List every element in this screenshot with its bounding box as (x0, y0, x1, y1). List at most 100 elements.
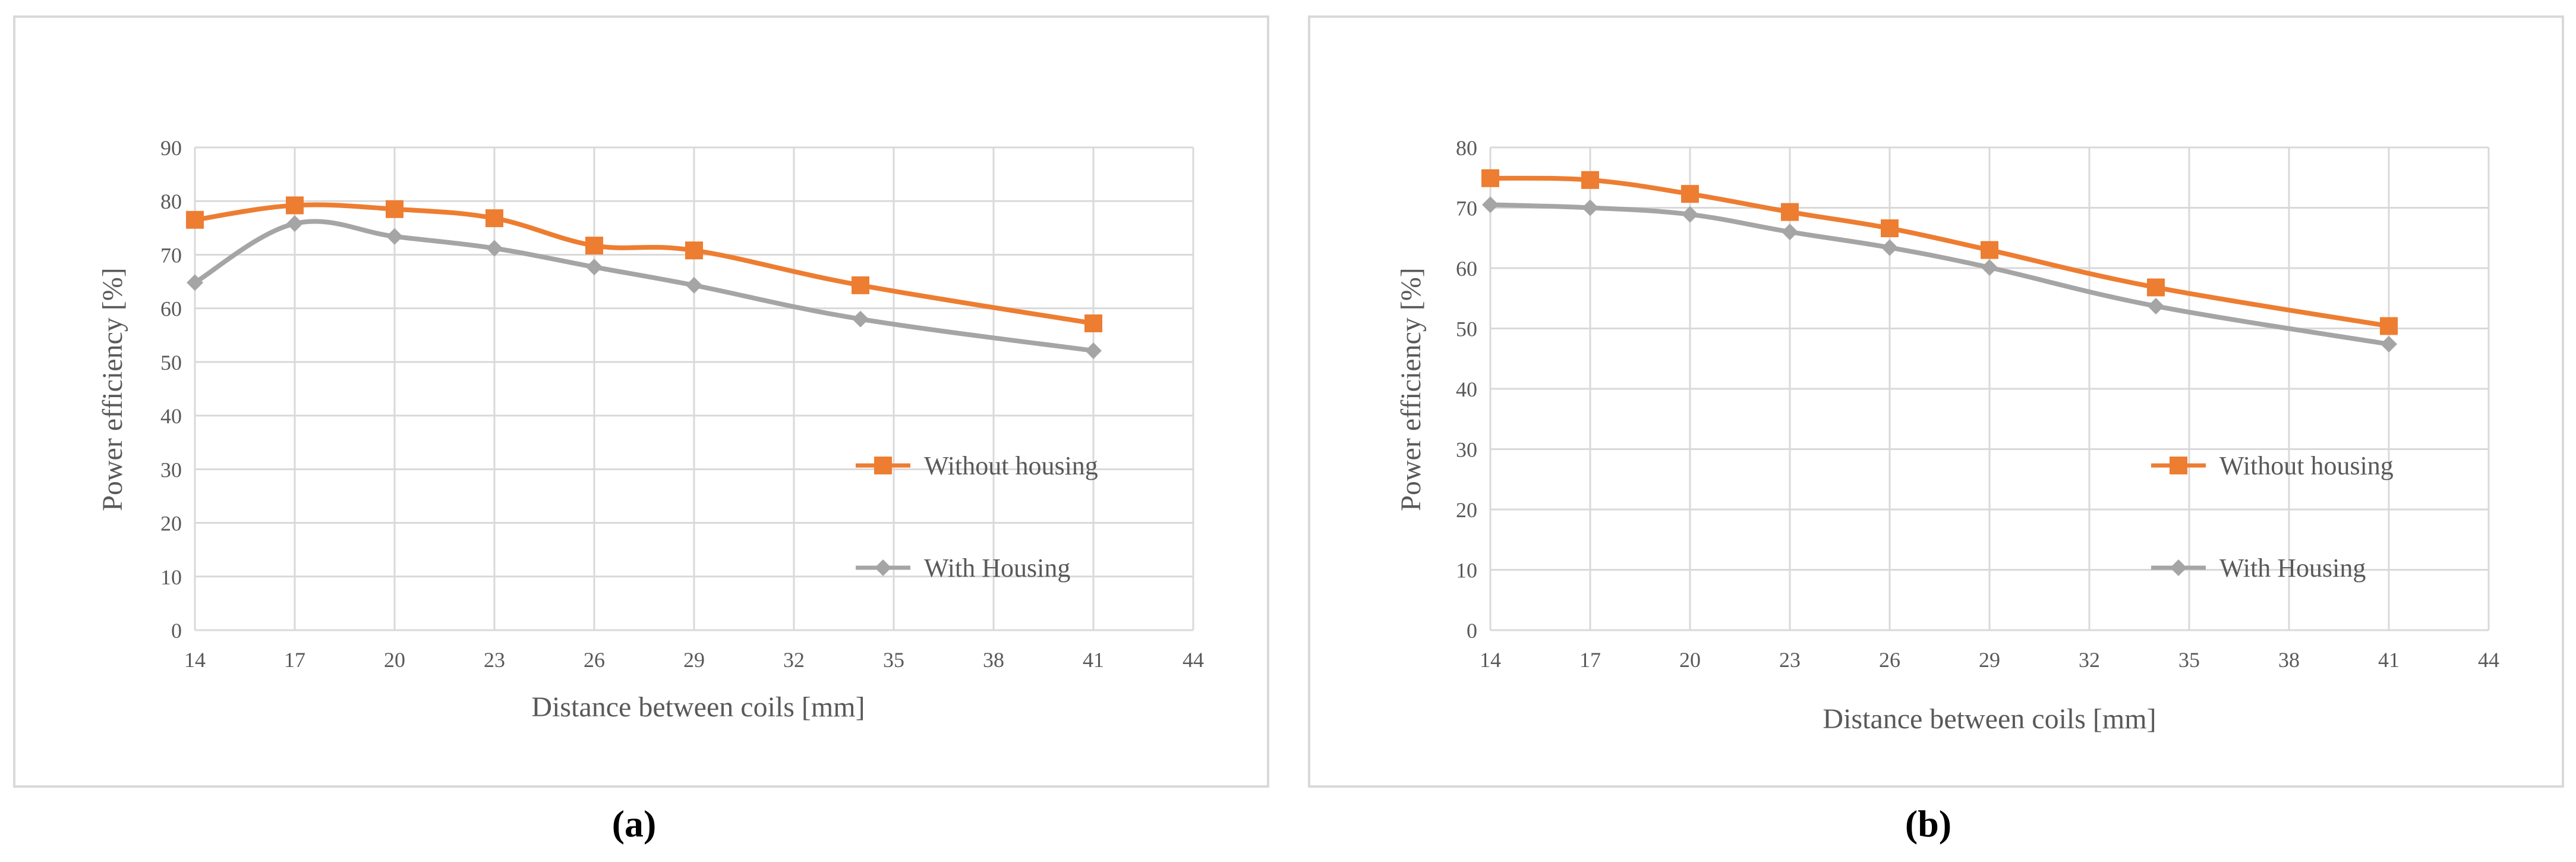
panel-a-point-with-housing-x17 (286, 215, 303, 232)
panel-b-legend-marker-without-housing (2170, 457, 2187, 474)
panel-a-legend-label-with-housing: With Housing (924, 553, 1070, 583)
panel-b-point-with-housing-x23 (1782, 224, 1798, 241)
panel-a-x-ticks: 14 17 20 23 26 29 32 35 38 41 44 (184, 648, 1204, 672)
panel-a-x-tick-label: 41 (1083, 648, 1104, 672)
panel-a-legend-label-without-housing: Without housing (924, 451, 1098, 480)
panel-a-series (186, 196, 1102, 359)
panel-a-caption: (a) (612, 803, 657, 845)
panel-a-point-without-housing-x20 (386, 200, 403, 218)
chart-panel-b: 14 17 20 23 26 29 32 35 38 41 44 0 10 20 30 40 50 60 70 80… (1308, 15, 2564, 845)
panel-b-y-tick-label: 20 (1456, 498, 1477, 522)
panel-a-y-tick-label: 90 (160, 136, 182, 160)
panel-b-point-with-housing-x20 (1682, 206, 1698, 223)
panel-b-x-tick-label: 20 (1679, 648, 1701, 672)
panel-a-x-tick-label: 32 (783, 648, 805, 672)
panel-b-point-without-housing-x34 (2147, 278, 2165, 297)
panel-a-point-without-housing-x34 (852, 276, 869, 294)
panel-b-y-ticks: 0 10 20 30 40 50 60 70 80 (1456, 136, 1477, 643)
panel-a-frame (13, 15, 1269, 788)
panel-b-point-without-housing-x14 (1481, 169, 1499, 187)
panel-a-point-with-housing-x20 (386, 228, 403, 245)
panel-b-point-without-housing-x20 (1681, 185, 1699, 203)
panel-a-x-tick-label: 23 (484, 648, 505, 672)
panel-a-x-tick-label: 26 (584, 648, 605, 672)
panel-b-caption: (b) (1905, 803, 1951, 845)
panel-a-point-with-housing-x29 (686, 276, 702, 294)
panel-a-x-tick-label: 14 (184, 648, 206, 672)
panel-b-y-tick-label: 0 (1467, 619, 1477, 643)
panel-a-point-without-housing-x29 (685, 241, 703, 260)
panel-a-point-without-housing-x41 (1084, 314, 1102, 332)
panel-a-point-without-housing-x26 (585, 237, 603, 255)
panel-b-series (1481, 169, 2398, 353)
panel-b-legend-label-without-housing: Without housing (2219, 451, 2394, 480)
panel-a-y-tick-label: 60 (160, 297, 182, 321)
panel-a-x-tick-label: 20 (384, 648, 405, 672)
panel-b-x-tick-label: 26 (1879, 648, 1900, 672)
panel-b-y-tick-label: 50 (1456, 317, 1477, 341)
panel-b-y-tick-label: 40 (1456, 377, 1477, 401)
panel-a-series-line-without-housing (193, 202, 1096, 326)
panel-b-point-with-housing-x41 (2380, 335, 2397, 353)
panel-b-y-tick-label: 80 (1456, 136, 1477, 160)
panel-b-point-with-housing-x29 (1981, 259, 1998, 276)
panel-a-series-line-with-housing (193, 219, 1096, 353)
panel-a-y-tick-label: 0 (171, 619, 182, 643)
panel-a-point-with-housing-x23 (486, 240, 503, 257)
panel-b-legend-marker-with-housing (2170, 559, 2187, 576)
panel-a-y-axis-label: Power efficiency [%] (97, 268, 128, 511)
panel-a-x-tick-label: 29 (683, 648, 705, 672)
panel-b-frame (1308, 15, 2564, 788)
panel-a-point-without-housing-x23 (485, 209, 503, 228)
panel-b-y-tick-label: 60 (1456, 257, 1477, 281)
panel-a-x-tick-label: 44 (1183, 648, 1204, 672)
panel-a-x-tick-label: 17 (284, 648, 305, 672)
panel-b-x-tick-label: 23 (1779, 648, 1801, 672)
panel-a-point-with-housing-x26 (586, 259, 603, 276)
panel-b-x-tick-label: 32 (2079, 648, 2100, 672)
panel-b-gridlines (1489, 146, 2490, 631)
panel-b-x-axis-label: Distance between coils [mm] (1823, 703, 2156, 735)
panel-b-series-line-without-housing (1488, 175, 2391, 329)
panel-b-x-ticks: 14 17 20 23 26 29 32 35 38 41 44 (1480, 648, 2499, 672)
panel-b-point-without-housing-x41 (2380, 317, 2398, 335)
panel-a-point-without-housing-x14 (186, 210, 204, 229)
panel-b-y-tick-label: 30 (1456, 438, 1477, 462)
panel-b-point-without-housing-x29 (1981, 241, 1998, 259)
panel-b-x-tick-label: 14 (1480, 648, 1501, 672)
panel-b-x-tick-label: 44 (2478, 648, 2499, 672)
panel-b-x-tick-label: 38 (2278, 648, 2300, 672)
panel-b-x-tick-label: 17 (1579, 648, 1601, 672)
panel-a-y-tick-label: 50 (160, 351, 182, 375)
panel-a-point-with-housing-x14 (187, 274, 203, 291)
panel-a-point-without-housing-x17 (286, 196, 304, 215)
panel-b-x-tick-label: 41 (2378, 648, 2400, 672)
panel-a-x-axis-label: Distance between coils [mm] (531, 691, 865, 723)
panel-b-point-with-housing-x14 (1482, 196, 1499, 213)
panel-a-y-tick-label: 70 (160, 243, 182, 267)
panel-a-legend-marker-without-housing (874, 457, 892, 474)
panel-a-x-tick-label: 38 (983, 648, 1004, 672)
panel-a-y-tick-label: 80 (160, 190, 182, 213)
panel-b-point-with-housing-x34 (2148, 297, 2164, 314)
panel-a-gridlines (194, 146, 1194, 631)
panel-b-y-tick-label: 70 (1456, 197, 1477, 221)
panel-b-point-without-housing-x26 (1881, 219, 1899, 238)
panel-a-legend-marker-with-housing (875, 559, 891, 576)
panel-b-point-without-housing-x17 (1581, 171, 1599, 189)
panel-a-y-tick-label: 10 (160, 565, 182, 589)
panel-a-y-tick-label: 20 (160, 512, 182, 536)
panel-b-x-tick-label: 29 (1979, 648, 2000, 672)
panel-a-y-ticks: 0 10 20 30 40 50 60 70 80 90 (160, 136, 182, 643)
panel-b-point-with-housing-x26 (1881, 239, 1898, 256)
panel-a-legend: Without housing With Housing (856, 451, 1098, 583)
panel-a-y-tick-label: 30 (160, 458, 182, 482)
panel-a-point-with-housing-x34 (852, 310, 869, 328)
panel-b-y-axis-label: Power efficiency [%] (1395, 268, 1427, 511)
panel-b-legend: Without housing With Housing (2151, 451, 2394, 583)
panel-a-y-tick-label: 40 (160, 404, 182, 428)
panel-b-point-without-housing-x23 (1781, 203, 1799, 221)
panel-b-legend-label-with-housing: With Housing (2219, 553, 2366, 583)
chart-panel-a: 14 17 20 23 26 29 32 35 38 41 44 0 10 20 30 40 50 60 70 80… (13, 15, 1269, 845)
